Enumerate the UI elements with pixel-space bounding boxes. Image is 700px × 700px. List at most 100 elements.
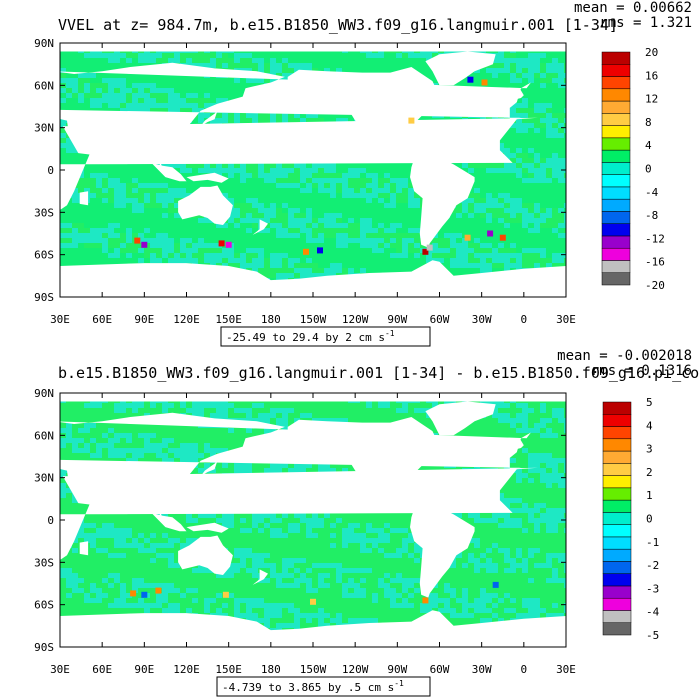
land-mass-4 [410,154,475,248]
x-tick-label: 90E [134,663,154,676]
land-mass-2 [178,185,233,225]
colorbar-label: 3 [646,443,653,456]
land-mass-8 [79,541,89,556]
x-tick-label: 0 [521,313,528,326]
x-tick-label: 180 [261,313,281,326]
x-tick-label: 30E [50,663,70,676]
x-tick-label: 90W [387,663,407,676]
land-mass-9 [200,460,218,477]
x-tick-label: 60W [430,663,450,676]
hotspot-11 [467,76,474,83]
colorbar-swatch [601,247,631,261]
y-tick-label: 30N [34,472,54,485]
hotspot-9 [487,230,494,237]
bottom-panel-range-box: -4.739 to 3.865 by .5 cm s-1 [216,676,431,697]
y-tick-label: 0 [47,164,54,177]
y-tick-label: 90S [34,291,54,304]
colorbar-swatch [601,64,631,77]
x-tick-label: 150E [215,313,242,326]
hotspot-2 [218,240,225,247]
top-panel-mean: mean = 0.00662 [574,0,692,16]
land-mass-3 [287,67,447,159]
colorbar-swatch [602,610,632,623]
land-mass-9 [200,110,218,127]
colorbar-label: -3 [646,582,659,595]
land-mass-5 [425,51,496,86]
colorbar-swatch [602,548,632,562]
colorbar-swatch [601,235,631,249]
colorbar-swatch [601,211,631,224]
bottom-panel: b.e15.B1850_WW3.f09_g16.langmuir.001 [1-… [34,348,700,697]
hotspot-6 [422,248,429,255]
x-tick-label: 30E [556,663,576,676]
hotspot-4 [310,598,316,605]
hotspot-5 [317,247,323,254]
colorbar-swatch [601,260,631,273]
top-panel-colorbar: 20 16 12 8 4 0 -4 -8 -12 -16 -20 [601,46,665,292]
bottom-panel-map [60,393,566,647]
top-panel-axes: 30E 60E 90E 120E 150E 180 150W 120W 90W 60W 30W 0 30… [34,37,576,326]
colorbar-swatch [602,463,632,476]
land-mass-10 [515,438,524,450]
hotspot-5 [422,597,429,604]
hotspot-2 [155,587,162,594]
colorbar-label: -8 [645,209,658,222]
hotspot-1 [141,591,148,598]
colorbar-label: -12 [645,232,665,245]
colorbar-swatch [602,426,632,440]
land-mass-12 [151,162,187,182]
colorbar-label: 0 [646,513,653,526]
colorbar-swatch [602,524,632,538]
land-mass-11 [252,569,268,585]
colorbar-swatch [601,186,631,200]
x-tick-label: 150W [300,663,327,676]
y-tick-label: 30S [34,556,54,569]
hotspot-12 [481,79,488,86]
land-mass-4 [410,504,475,598]
land-mass-12 [151,512,187,532]
colorbar-swatch [602,499,632,513]
y-tick-label: 0 [47,514,54,527]
top-panel-range-label: -25.49 to 29.4 by 2 cm s [226,331,385,344]
y-tick-label: 30N [34,122,54,135]
hotspot-8 [464,234,471,241]
y-tick-label: 60S [34,249,54,262]
colorbar-swatch [601,162,631,175]
x-tick-label: 120W [342,663,369,676]
x-tick-label: 120E [173,663,200,676]
colorbar-label: -2 [646,559,659,572]
colorbar-swatch [602,585,632,599]
x-tick-label: 150W [300,313,327,326]
colorbar-label: 0 [645,163,652,176]
top-panel: VVEL at z= 984.7m, b.e15.B1850_WW3.f09_g… [34,0,692,347]
x-tick-label: 30W [472,663,492,676]
colorbar-swatch [602,414,632,427]
colorbar-swatch [601,113,631,126]
hotspot-0 [134,237,141,244]
top-panel-range-sup: -1 [385,329,395,338]
x-tick-label: 60W [430,313,450,326]
colorbar-swatch [602,475,632,489]
bottom-panel-range-label: -4.739 to 3.865 by .5 cm s [222,681,394,694]
hotspot-1 [141,241,148,248]
x-tick-label: 150E [215,663,242,676]
colorbar-label: 16 [645,69,658,82]
colorbar-swatch [601,88,631,102]
y-tick-label: 90N [34,387,54,400]
colorbar-label: 1 [646,489,653,502]
colorbar-label: -5 [646,629,659,642]
colorbar-swatch [601,76,631,90]
hotspot-10 [499,234,506,241]
hotspot-6 [492,581,499,588]
colorbar-label: 2 [646,466,653,479]
colorbar-swatch [602,622,632,636]
colorbar-swatch [602,487,632,501]
bottom-panel-title: b.e15.B1850_WW3.f09_g16.langmuir.001 [1-… [58,364,700,382]
hotspot-7 [426,244,433,251]
colorbar-swatch [602,438,632,452]
hotspot-0 [130,590,137,597]
colorbar-swatch [601,272,631,286]
hotspot-4 [303,248,309,255]
colorbar-swatch [602,561,632,574]
